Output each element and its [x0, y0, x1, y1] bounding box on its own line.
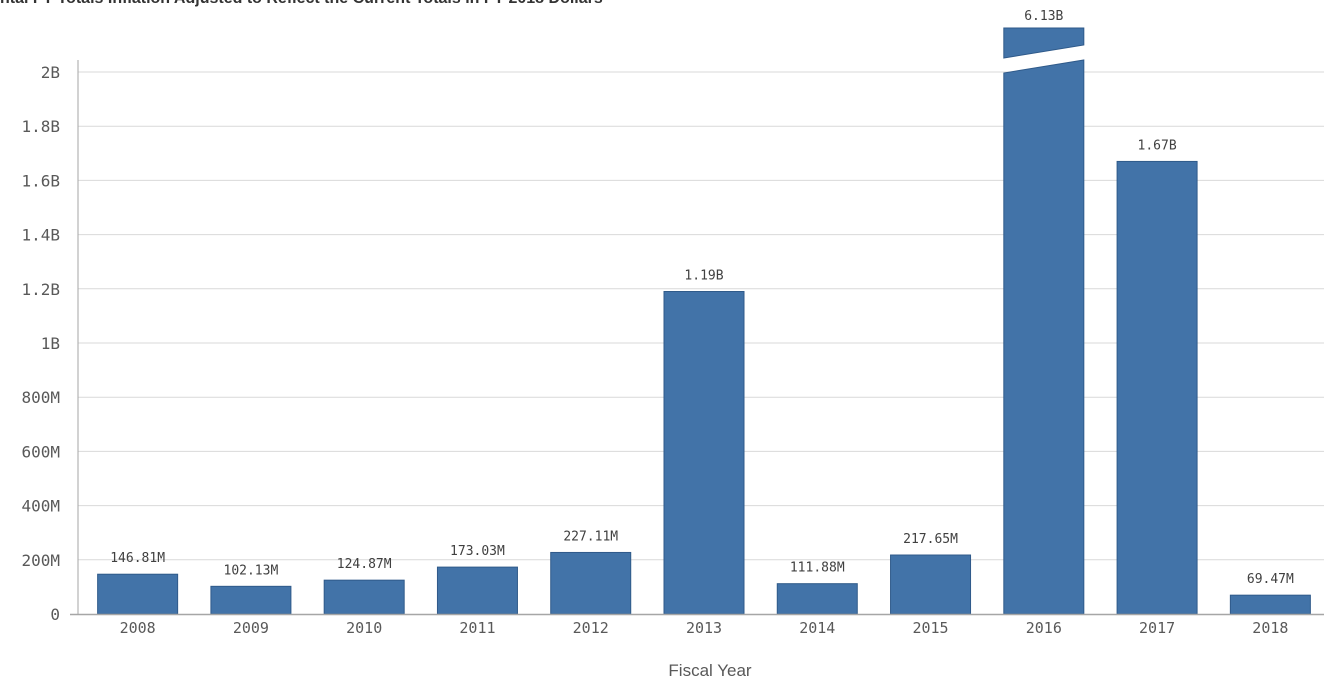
bar-group: 1.19B: [663, 269, 745, 615]
data-label: 173.03M: [450, 544, 505, 559]
bar[interactable]: [1116, 160, 1198, 615]
bar[interactable]: [776, 583, 858, 615]
x-tick-label: 2015: [912, 619, 948, 637]
y-tick-label: 1.2B: [21, 280, 60, 299]
x-tick-label: 2011: [459, 619, 495, 637]
bar[interactable]: [97, 573, 179, 615]
x-tick-label: 2012: [573, 619, 609, 637]
x-tick-label: 2013: [686, 619, 722, 637]
data-label: 124.87M: [337, 557, 392, 572]
data-label: 217.65M: [903, 532, 958, 547]
bar-group: 111.88M: [776, 561, 858, 615]
bar[interactable]: [663, 291, 745, 615]
y-tick-label: 1B: [41, 334, 60, 353]
bar[interactable]: [210, 585, 292, 615]
y-tick-label: 400M: [21, 497, 60, 516]
x-tick-label: 2018: [1252, 619, 1288, 637]
x-tick-label: 2008: [120, 619, 156, 637]
data-label: 111.88M: [790, 561, 845, 576]
bar[interactable]: [1229, 594, 1311, 615]
bar[interactable]: [550, 551, 632, 615]
data-label: 1.67B: [1138, 138, 1177, 153]
y-tick-label: 2B: [41, 63, 60, 82]
bar-group: 227.11M: [550, 529, 632, 615]
bar-overflow-segment[interactable]: [1003, 27, 1085, 59]
bar[interactable]: [1003, 59, 1085, 615]
bar[interactable]: [436, 566, 518, 615]
bar-group: 217.65M: [890, 532, 972, 615]
chart-title: ntal FY Totals Inflation Adjusted to Ref…: [0, 0, 603, 8]
data-label: 102.13M: [224, 563, 279, 578]
bar-group: 6.13B: [1003, 9, 1085, 615]
y-tick-label: 1.4B: [21, 226, 60, 245]
x-axis-ticks: 2008 2009 2010 2011 2012 2013 2014 2015 2016 2017…: [120, 619, 1289, 637]
y-tick-label: 800M: [21, 388, 60, 407]
bar-group: 102.13M: [210, 563, 292, 615]
data-label: 6.13B: [1024, 9, 1063, 24]
bar[interactable]: [323, 579, 405, 615]
y-tick-label: 600M: [21, 442, 60, 461]
bar-group: 124.87M: [323, 557, 405, 615]
y-tick-label: 1.6B: [21, 171, 60, 190]
y-tick-label: 200M: [21, 551, 60, 570]
x-axis-title: Fiscal Year: [668, 661, 751, 678]
bar-group: 69.47M: [1229, 572, 1311, 615]
x-tick-label: 2016: [1026, 619, 1062, 637]
data-label: 227.11M: [563, 529, 618, 544]
x-tick-label: 2017: [1139, 619, 1175, 637]
x-tick-label: 2014: [799, 619, 835, 637]
data-label: 146.81M: [110, 551, 165, 566]
data-label: 69.47M: [1247, 572, 1294, 587]
bar[interactable]: [890, 554, 972, 615]
bars: 146.81M 102.13M 124.87M 173.03M 227.11M 1.19B…: [97, 9, 1311, 615]
x-tick-label: 2009: [233, 619, 269, 637]
bar-group: 146.81M: [97, 551, 179, 615]
x-tick-label: 2010: [346, 619, 382, 637]
gridlines: [78, 71, 1324, 561]
y-axis-ticks: 0 200M 400M 600M 800M 1B 1.2B 1.4B 1.6B 1.8B 2B: [21, 63, 60, 624]
bar-group: 173.03M: [436, 544, 518, 615]
y-tick-label: 1.8B: [21, 117, 60, 136]
data-label: 1.19B: [684, 269, 723, 284]
y-tick-label: 0: [50, 605, 60, 624]
bar-group: 1.67B: [1116, 138, 1198, 615]
